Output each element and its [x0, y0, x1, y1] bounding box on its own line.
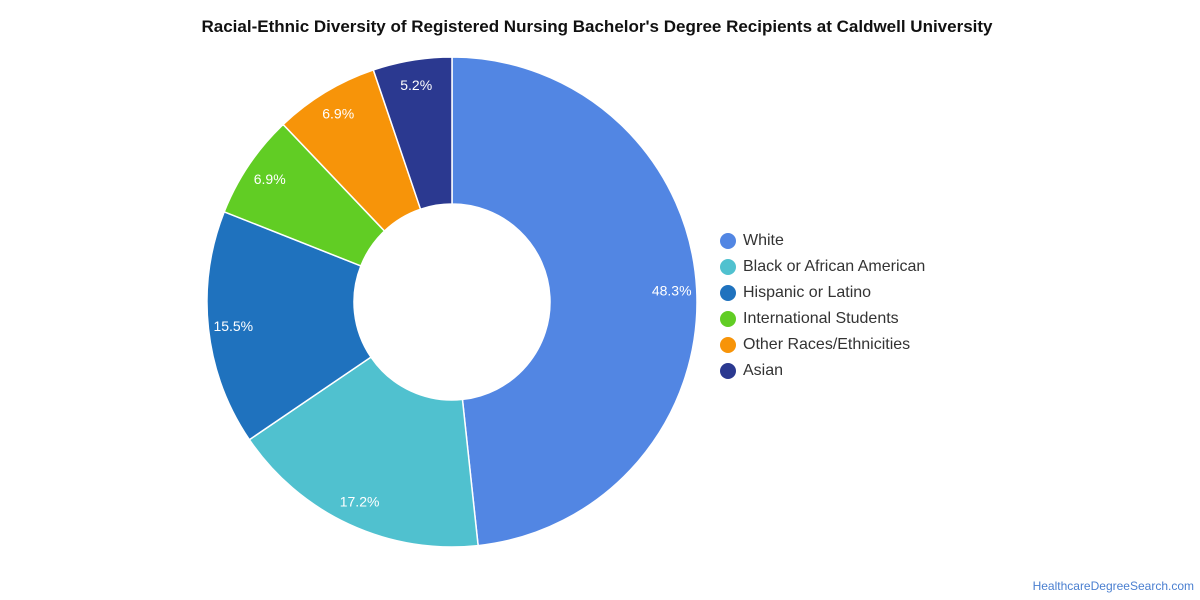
legend-swatch-icon	[720, 233, 736, 249]
legend-swatch-icon	[720, 259, 736, 275]
legend-swatch-icon	[720, 337, 736, 353]
legend-item-white[interactable]: White	[720, 228, 925, 254]
slice-white[interactable]	[451, 56, 698, 547]
slice-asian[interactable]	[372, 56, 453, 211]
legend-label: Hispanic or Latino	[743, 284, 872, 301]
slice-hispanic-or-latino[interactable]	[206, 210, 372, 441]
source-credit[interactable]: HealthcareDegreeSearch.com	[1032, 579, 1194, 593]
legend-item-other-races-ethnicities[interactable]: Other Races/Ethnicities	[720, 332, 925, 358]
legend-item-international-students[interactable]: International Students	[720, 306, 925, 332]
legend-swatch-icon	[720, 311, 736, 327]
chart-title: Racial-Ethnic Diversity of Registered Nu…	[201, 17, 993, 36]
legend-label: Black or African American	[743, 258, 926, 275]
chart-legend: White Black or African American Hispanic o…	[720, 228, 925, 384]
legend-label: International Students	[743, 310, 899, 327]
slice-label-asian: 5.2%	[400, 77, 432, 93]
legend-label: White	[743, 232, 784, 249]
legend-label: Asian	[743, 362, 784, 379]
slice-label-hispanic-or-latino: 15.5%	[213, 318, 253, 334]
legend-item-asian[interactable]: Asian	[720, 358, 925, 384]
slice-label-white: 48.3%	[652, 282, 692, 298]
legend-swatch-icon	[720, 285, 736, 301]
slice-label-international-students: 6.9%	[254, 171, 286, 187]
slice-label-black-or-african-american: 17.2%	[340, 494, 380, 510]
slice-label-other-races-ethnicities: 6.9%	[322, 106, 354, 122]
slice-black-or-african-american[interactable]	[248, 356, 479, 548]
legend-item-black-or-african-american[interactable]: Black or African American	[720, 254, 925, 280]
legend-item-hispanic-or-latino[interactable]: Hispanic or Latino	[720, 280, 925, 306]
legend-label: Other Races/Ethnicities	[743, 336, 911, 353]
legend-swatch-icon	[720, 363, 736, 379]
